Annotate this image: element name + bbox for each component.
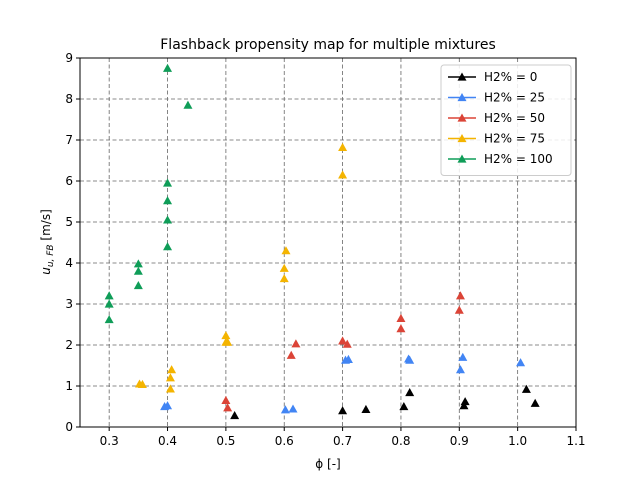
y-axis-label-subscript: u, FB	[46, 244, 56, 267]
y-tick-label: 7	[65, 133, 73, 147]
y-axis-ticks: 0 1 2 3 4 5 6 7 8 9	[65, 51, 80, 434]
legend: H2% = 0 H2% = 25 H2% = 50 H2% = 75 H2% = 100	[440, 64, 572, 176]
data-point-series-2	[286, 350, 296, 359]
data-point-series-3	[137, 379, 147, 388]
data-point-series-2	[396, 324, 406, 333]
data-point-series-1	[343, 354, 353, 363]
y-axis-label-unit: [m/s]	[39, 209, 53, 244]
data-point-series-4	[133, 259, 143, 268]
legend-label-2: H2% = 50	[484, 111, 545, 125]
data-point-series-0	[459, 401, 469, 410]
data-point-series-1	[458, 352, 468, 361]
data-points	[104, 63, 540, 420]
legend-box	[440, 64, 572, 176]
data-point-series-2	[455, 291, 465, 300]
data-point-series-1	[516, 358, 526, 367]
data-point-series-2	[221, 395, 231, 404]
y-tick-label: 1	[65, 379, 73, 393]
data-point-series-1	[163, 401, 173, 410]
data-point-series-3	[165, 384, 175, 393]
legend-marker-2	[457, 113, 467, 122]
y-axis-label: uu, FB [m/s]	[39, 209, 56, 275]
data-point-series-2	[454, 305, 464, 314]
x-tick-label: 1.0	[508, 434, 527, 448]
data-point-series-1	[280, 405, 290, 414]
x-tick-label: 0.6	[275, 434, 294, 448]
y-tick-label: 8	[65, 92, 73, 106]
data-point-series-2	[291, 339, 301, 348]
data-point-series-2	[223, 403, 233, 412]
data-point-series-0	[521, 384, 531, 393]
y-tick-label: 5	[65, 215, 73, 229]
data-point-series-0	[399, 402, 409, 411]
data-point-series-4	[163, 63, 173, 72]
y-tick-label: 9	[65, 51, 73, 65]
data-point-series-3	[281, 246, 291, 255]
data-point-series-4	[133, 266, 143, 275]
data-point-series-3	[221, 331, 231, 340]
y-axis-label-main: u	[39, 267, 53, 275]
data-point-series-4	[104, 291, 114, 300]
legend-marker-1	[457, 93, 467, 102]
data-point-series-0	[530, 398, 540, 407]
data-point-series-3	[165, 373, 175, 382]
data-point-series-3	[338, 170, 348, 179]
legend-marker-3	[457, 134, 467, 143]
data-point-series-0	[405, 388, 415, 397]
legend-label-0: H2% = 0	[484, 70, 537, 84]
data-point-series-4	[163, 196, 173, 205]
data-point-series-2	[342, 339, 352, 348]
x-tick-label: 0.8	[391, 434, 410, 448]
data-point-series-3	[338, 142, 348, 151]
data-point-series-0	[460, 397, 470, 406]
data-point-series-4	[104, 315, 114, 324]
data-point-series-4	[104, 299, 114, 308]
data-point-series-4	[163, 178, 173, 187]
legend-label-1: H2% = 25	[484, 91, 545, 105]
chart-title: Flashback propensity map for multiple mi…	[160, 37, 496, 53]
y-tick-label: 4	[65, 256, 73, 270]
data-point-series-0	[361, 404, 371, 413]
x-tick-label: 0.4	[158, 434, 177, 448]
data-point-series-2	[396, 313, 406, 322]
data-point-series-1	[288, 404, 298, 413]
data-point-series-3	[167, 365, 177, 374]
data-point-series-0	[338, 406, 348, 415]
data-point-series-3	[279, 263, 289, 272]
legend-marker-4	[457, 154, 467, 163]
data-point-series-1	[455, 365, 465, 374]
x-tick-label: 0.5	[216, 434, 235, 448]
y-tick-label: 6	[65, 174, 73, 188]
data-point-series-4	[183, 100, 193, 109]
x-tick-label: 0.9	[450, 434, 469, 448]
y-tick-label: 0	[65, 420, 73, 434]
x-tick-label: 0.7	[333, 434, 352, 448]
data-point-series-4	[133, 281, 143, 290]
data-point-series-2	[338, 336, 348, 345]
plot-frame	[79, 57, 577, 428]
data-point-series-1	[405, 355, 415, 364]
data-point-series-0	[230, 411, 240, 420]
legend-marker-0	[457, 72, 467, 81]
x-axis-ticks: 0.3 0.4 0.5 0.6 0.7 0.8 0.9 1.0 1.1	[100, 427, 586, 448]
data-point-series-4	[163, 215, 173, 224]
data-point-series-3	[223, 337, 233, 346]
y-tick-label: 2	[65, 338, 73, 352]
x-tick-label: 0.3	[100, 434, 119, 448]
legend-label-3: H2% = 75	[484, 132, 545, 146]
data-point-series-4	[163, 242, 173, 251]
legend-label-4: H2% = 100	[484, 152, 553, 166]
x-tick-label: 1.1	[566, 434, 585, 448]
data-point-series-3	[279, 274, 289, 283]
y-tick-label: 3	[65, 297, 73, 311]
x-axis-label: ϕ [-]	[315, 457, 340, 471]
